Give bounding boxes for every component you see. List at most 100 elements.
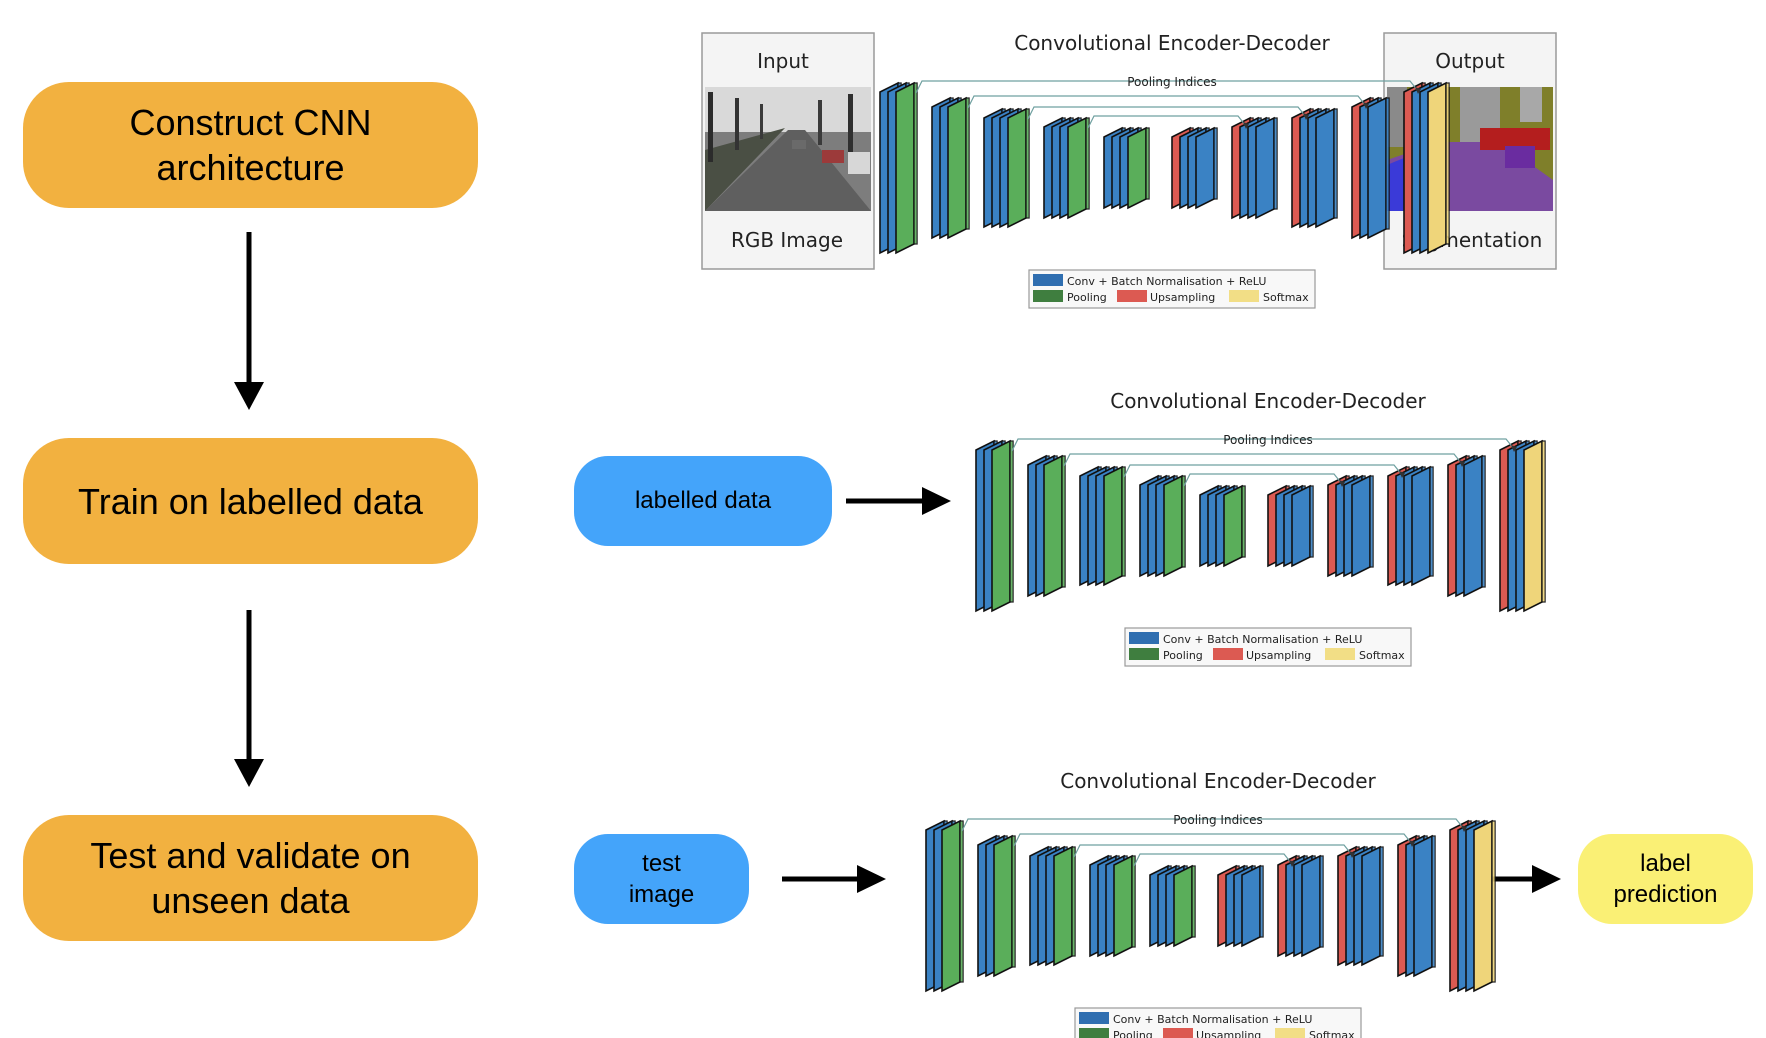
pooling-layer bbox=[1053, 845, 1076, 967]
arrow-test-to-net bbox=[782, 865, 886, 893]
legend-softmax-label: Softmax bbox=[1309, 1029, 1355, 1038]
input-panel: Input RGB Image bbox=[701, 32, 875, 270]
pooling-index-link bbox=[915, 80, 1419, 94]
softmax-layer bbox=[1523, 439, 1546, 613]
pooling-index-link bbox=[961, 818, 1465, 832]
pooling-index-link bbox=[1183, 473, 1343, 487]
step-train: Train on labelled data bbox=[23, 438, 478, 564]
input-caption: RGB Image bbox=[731, 228, 843, 252]
pooling-layer bbox=[941, 819, 964, 993]
legend-pooling-label: Pooling bbox=[1067, 291, 1107, 304]
pooling-index-link bbox=[967, 95, 1367, 109]
step-label: Construct CNN bbox=[129, 102, 372, 143]
legend-swatch-upsampling bbox=[1117, 290, 1147, 302]
pooling-layer bbox=[993, 834, 1016, 978]
conv-layer bbox=[1255, 116, 1278, 220]
network-diagram-test: Convolutional Encoder-Decoder Pooling Ind… bbox=[925, 769, 1496, 1038]
pooling-index-arrowhead bbox=[1399, 471, 1405, 478]
pill-label: labelled data bbox=[634, 487, 772, 515]
pooling-index-link bbox=[1011, 438, 1515, 452]
pooling-index-arrowhead bbox=[1461, 825, 1467, 832]
input-label: Input bbox=[757, 49, 809, 73]
pooling-index-arrowhead bbox=[1243, 122, 1249, 129]
softmax-layer bbox=[1473, 819, 1496, 993]
pooling-index-link bbox=[1027, 106, 1307, 120]
pooling-index-arrowhead bbox=[1511, 445, 1517, 452]
pooling-layer bbox=[1163, 474, 1186, 578]
legend-swatch-softmax bbox=[1325, 648, 1355, 660]
pooling-index-link bbox=[1133, 853, 1293, 867]
pooling-layer bbox=[1127, 126, 1150, 210]
step-label: Train on labelled data bbox=[78, 480, 423, 522]
pooling-index-arrowhead bbox=[1459, 460, 1465, 467]
legend-upsampling-label: Upsampling bbox=[1150, 291, 1215, 304]
legend-swatch-conv bbox=[1033, 274, 1063, 286]
pooling-index-arrowhead bbox=[1289, 860, 1295, 867]
conv-layer bbox=[1291, 484, 1314, 568]
pooling-index-link bbox=[1063, 453, 1463, 467]
network-diagram-construct: Convolutional Encoder-Decoder Pooling Ind… bbox=[879, 31, 1450, 309]
step-label: unseen data bbox=[151, 880, 350, 921]
conv-layer bbox=[1301, 854, 1324, 958]
conv-layer bbox=[1361, 845, 1384, 967]
step-test: Test and validate on unseen data bbox=[23, 815, 478, 941]
legend-conv-label: Conv + Batch Normalisation + ReLU bbox=[1163, 633, 1362, 646]
pooling-index-link bbox=[1123, 464, 1403, 478]
step-label: architecture bbox=[156, 147, 345, 188]
pill-label: label bbox=[1640, 849, 1691, 877]
pooling-layer bbox=[1043, 454, 1066, 598]
conv-layer bbox=[1315, 107, 1338, 229]
conv-layer bbox=[1463, 454, 1486, 598]
output-label: Output bbox=[1435, 49, 1505, 73]
legend-swatch-softmax bbox=[1275, 1028, 1305, 1038]
pooling-layer bbox=[947, 96, 970, 240]
legend-upsampling-label: Upsampling bbox=[1196, 1029, 1261, 1038]
flow-arrow-1 bbox=[234, 232, 264, 410]
pooling-index-link bbox=[1073, 844, 1353, 858]
test-image-pill: test image bbox=[574, 834, 749, 924]
pooling-layer bbox=[1067, 116, 1090, 220]
pooling-index-arrowhead bbox=[1409, 840, 1415, 847]
pooling-layer bbox=[1113, 854, 1136, 958]
pooling-index-arrowhead bbox=[1349, 851, 1355, 858]
legend-pooling-label: Pooling bbox=[1113, 1029, 1153, 1038]
pooling-indices-label: Pooling Indices bbox=[1173, 813, 1263, 827]
step-construct-cnn: Construct CNN architecture bbox=[23, 82, 478, 208]
legend-upsampling-label: Upsampling bbox=[1246, 649, 1311, 662]
rgb-image-thumbnail bbox=[705, 87, 871, 211]
conv-layer bbox=[1195, 126, 1218, 210]
conv-layer bbox=[1367, 96, 1390, 240]
flow-arrow-2 bbox=[234, 610, 264, 787]
pooling-layer bbox=[895, 81, 918, 255]
network-diagram-train: Convolutional Encoder-Decoder Pooling Ind… bbox=[975, 389, 1546, 667]
network-legend: Conv + Batch Normalisation + ReLU Pooling… bbox=[1028, 269, 1316, 309]
pooling-layer bbox=[991, 439, 1014, 613]
network-legend: Conv + Batch Normalisation + ReLU Pooling… bbox=[1074, 1007, 1362, 1038]
arrow-labelled-to-net bbox=[846, 487, 951, 515]
label-prediction-pill: label prediction bbox=[1578, 834, 1753, 924]
legend-swatch-conv bbox=[1079, 1012, 1109, 1024]
legend-swatch-pooling bbox=[1129, 648, 1159, 660]
legend-softmax-label: Softmax bbox=[1359, 649, 1405, 662]
pooling-index-arrowhead bbox=[1339, 480, 1345, 487]
legend-swatch-pooling bbox=[1033, 290, 1063, 302]
legend-swatch-pooling bbox=[1079, 1028, 1109, 1038]
pill-label: test bbox=[642, 849, 681, 877]
legend-swatch-conv bbox=[1129, 632, 1159, 644]
legend-conv-label: Conv + Batch Normalisation + ReLU bbox=[1113, 1013, 1312, 1026]
pooling-index-arrowhead bbox=[1415, 87, 1421, 94]
network-title: Convolutional Encoder-Decoder bbox=[1014, 31, 1330, 55]
legend-pooling-label: Pooling bbox=[1163, 649, 1203, 662]
pooling-indices-label: Pooling Indices bbox=[1223, 433, 1313, 447]
network-title: Convolutional Encoder-Decoder bbox=[1110, 389, 1426, 413]
labelled-data-pill: labelled data bbox=[574, 456, 832, 546]
legend-swatch-upsampling bbox=[1163, 1028, 1193, 1038]
pooling-layer bbox=[1007, 107, 1030, 229]
network-title: Convolutional Encoder-Decoder bbox=[1060, 769, 1376, 793]
pooling-layer bbox=[1223, 484, 1246, 568]
pill-label: prediction bbox=[1613, 881, 1718, 908]
network-legend: Conv + Batch Normalisation + ReLU Pooling… bbox=[1124, 627, 1412, 667]
step-label: Test and validate on bbox=[90, 835, 411, 876]
softmax-layer bbox=[1427, 81, 1450, 255]
